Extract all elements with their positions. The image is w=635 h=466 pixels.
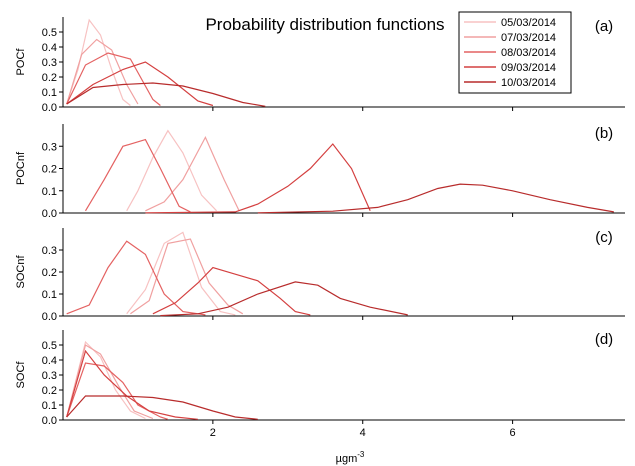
y-tick-label: 0.3 <box>42 245 57 257</box>
x-axis-label: µgm-3 <box>336 450 365 465</box>
y-axis-label: SOCf <box>15 361 27 389</box>
series-line-0 <box>126 231 236 316</box>
x-tick-label: 4 <box>360 427 366 439</box>
y-axis-label: POCf <box>15 48 27 76</box>
panels: 0.0 0.1 0.2 0.3 0.4 0.5 POCf (a) 0.0 0.1 0.2 0.3 POC… <box>15 17 625 439</box>
y-tick-label: 0.4 <box>42 355 57 367</box>
series-line-4 <box>66 395 258 420</box>
y-tick-label: 0.5 <box>42 340 57 352</box>
chart-title: Probability distribution functions <box>205 15 444 34</box>
legend: 05/03/2014 07/03/2014 08/03/2014 09/03/2014… <box>458 11 572 94</box>
y-tick-label: 0.1 <box>42 400 57 412</box>
panel-tag: (c) <box>595 229 613 246</box>
panel-1: 0.0 0.1 0.2 0.3 POCnf (b) <box>15 124 625 220</box>
series-line-2 <box>84 138 191 213</box>
panel-tag: (d) <box>595 331 613 348</box>
y-tick-label: 0.4 <box>42 42 57 54</box>
series-line-4 <box>66 82 266 107</box>
legend-entry: 10/03/2014 <box>501 77 556 89</box>
y-tick-label: 0.1 <box>42 186 57 198</box>
series-line-4 <box>257 183 614 214</box>
legend-entry: 05/03/2014 <box>501 17 556 29</box>
series-line-1 <box>145 136 240 212</box>
x-tick-label: 6 <box>510 427 516 439</box>
panel-0: 0.0 0.1 0.2 0.3 0.4 0.5 POCf (a) <box>15 17 625 114</box>
y-axis-label: SOCnf <box>15 255 27 289</box>
y-tick-label: 0.2 <box>42 72 57 84</box>
svg-text:µgm-3: µgm-3 <box>336 450 365 465</box>
series-line-2 <box>66 240 206 316</box>
panel-tag: (b) <box>595 125 613 142</box>
y-tick-label: 0.0 <box>42 311 57 323</box>
panel-tag: (a) <box>595 18 613 35</box>
series-line-3 <box>152 266 311 316</box>
series-line-1 <box>66 38 139 105</box>
y-tick-label: 0.0 <box>42 208 57 220</box>
y-tick-label: 0.5 <box>42 27 57 39</box>
y-axis-label: POCnf <box>15 151 27 185</box>
panel-2: 0.0 0.1 0.2 0.3 SOCnf (c) <box>15 228 625 323</box>
legend-entry: 08/03/2014 <box>501 47 556 59</box>
legend-entry: 09/03/2014 <box>501 62 556 74</box>
series-line-1 <box>66 344 154 420</box>
y-tick-label: 0.0 <box>42 102 57 114</box>
series-line-0 <box>66 340 146 420</box>
series-line-2 <box>66 362 169 420</box>
y-tick-label: 0.3 <box>42 141 57 153</box>
y-tick-label: 0.1 <box>42 289 57 301</box>
series-line-3 <box>66 61 214 107</box>
series-line-1 <box>130 238 244 315</box>
y-tick-label: 0.2 <box>42 164 57 176</box>
panel-3: 0.0 0.1 0.2 0.3 0.4 0.5 SOCf (d) <box>15 330 625 427</box>
series-line-0 <box>126 129 218 212</box>
y-tick-label: 0.3 <box>42 57 57 69</box>
series-line-4 <box>160 281 408 317</box>
x-tick-label: 2 <box>210 427 216 439</box>
series-line-2 <box>66 52 161 106</box>
series-line-0 <box>66 18 131 106</box>
series-line-3 <box>145 143 371 214</box>
y-tick-label: 0.2 <box>42 385 57 397</box>
x-tick-labels: 2 4 6 <box>210 427 516 439</box>
y-tick-label: 0.0 <box>42 415 57 427</box>
legend-entry: 07/03/2014 <box>501 32 556 44</box>
y-tick-label: 0.2 <box>42 267 57 279</box>
y-tick-label: 0.1 <box>42 87 57 99</box>
y-tick-label: 0.3 <box>42 370 57 382</box>
